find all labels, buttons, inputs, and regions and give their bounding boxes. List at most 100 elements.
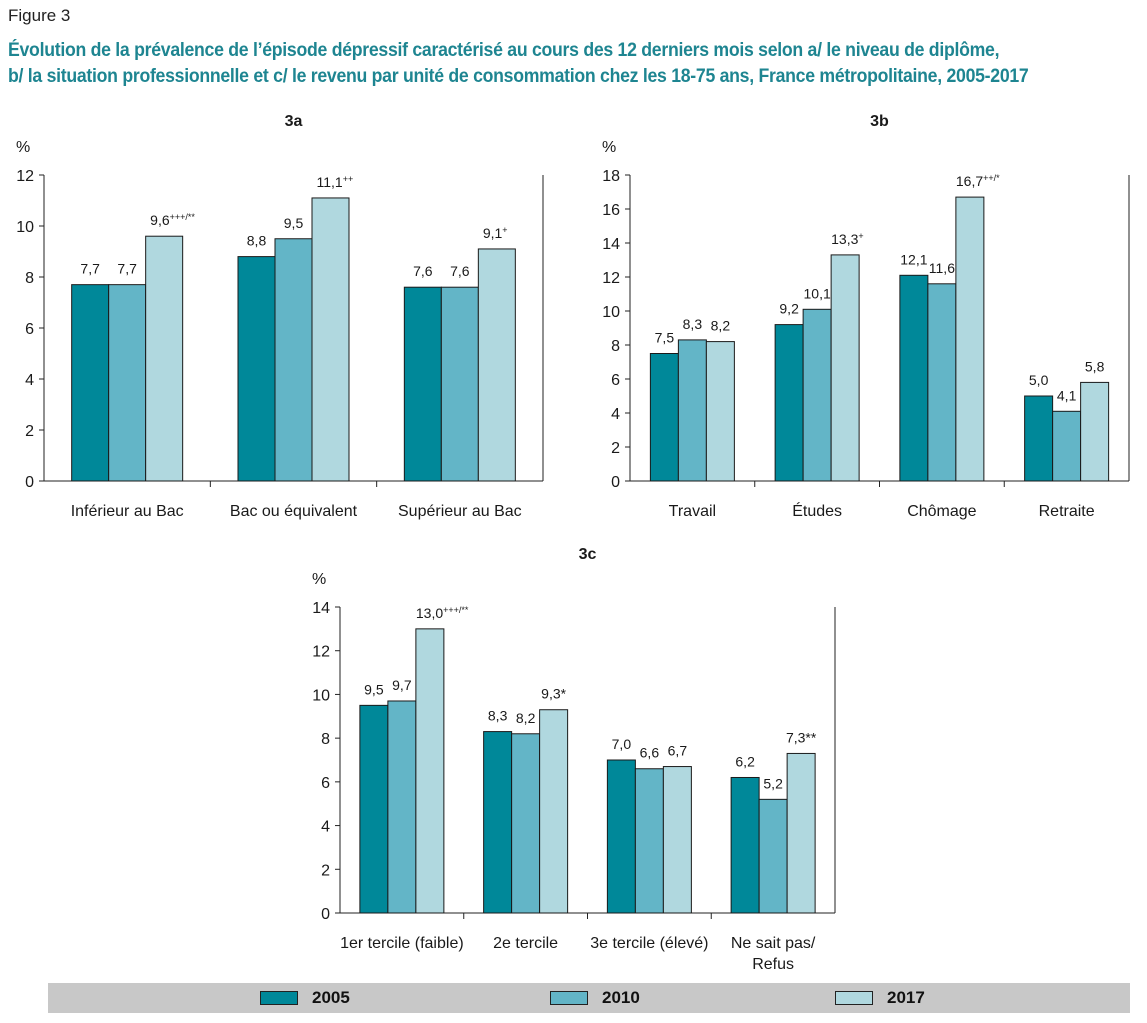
legend: 2005 2010 2017: [48, 983, 1130, 1013]
chart-3b-data-label: 9,2: [779, 301, 799, 317]
chart-3b-data-label-superscript: +: [858, 231, 863, 241]
chart-3a-bar-2010: [274, 238, 313, 482]
chart-3b-bar-2005: [899, 274, 929, 482]
chart-3a-ytick-label: 8: [25, 270, 34, 287]
chart-3b-ytick-label: 10: [602, 304, 620, 321]
chart-3b-data-label: 11,6: [929, 260, 955, 276]
figure-label: Figure 3: [8, 6, 71, 25]
chart-3b-data-label: 4,1: [1057, 387, 1077, 403]
legend-label-2010: 2010: [602, 988, 640, 1007]
chart-3b-bar-2017: [705, 341, 735, 482]
chart-3a-data-label: 8,8: [247, 233, 267, 249]
chart-3b-bar-2010: [802, 308, 832, 482]
chart-3c-bar-2010: [634, 768, 664, 914]
chart-3b-data-label: 16,7++/*: [956, 173, 1000, 189]
legend-swatch-2005: [260, 991, 298, 1005]
chart-3c-data-label: 9,5: [364, 681, 384, 697]
chart-3b-category-label: Chômage: [907, 503, 976, 520]
chart-3b-data-label: 8,3: [683, 316, 703, 332]
chart-3c-ytick-label: 10: [312, 687, 330, 704]
chart-3a-ytick-label: 4: [25, 372, 34, 389]
chart-3b-category-label: Retraite: [1039, 503, 1095, 520]
chart-3b-ytick-label: 4: [611, 406, 620, 423]
chart-3c-data-label: 6,6: [640, 745, 660, 761]
chart-3b-bar-2010: [677, 339, 707, 482]
chart-3b-bar-2005: [649, 353, 679, 482]
chart-3b-ytick-label: 0: [611, 474, 620, 491]
chart-3c-category-label: Ne sait pas/: [731, 935, 816, 952]
chart-3b-category-label: Travail: [669, 503, 716, 520]
chart-3b-bar-2010: [1052, 410, 1082, 482]
chart-3b-bar-2017: [830, 254, 860, 482]
chart-3c-data-label: 7,0: [612, 736, 632, 752]
legend-item-2010: 2010: [550, 983, 640, 1013]
chart-3a-bar-2017: [477, 248, 516, 482]
chart-3b-ytick-label: 2: [611, 440, 620, 457]
chart-3a-data-label: 9,6+++/**: [150, 212, 195, 228]
chart-3b-data-label: 5,8: [1085, 358, 1105, 374]
chart-3a-data-label: 7,7: [117, 261, 137, 277]
chart-3c-title: 3c: [579, 546, 597, 563]
chart-3c-ytick-label: 4: [321, 819, 330, 836]
chart-3c-bar-2017: [786, 752, 816, 914]
chart-3c-bar-2010: [511, 733, 541, 914]
chart-3c-bar-2005: [730, 776, 760, 914]
title-line-1: Évolution de la prévalence de l’épisode …: [8, 40, 1000, 61]
legend-swatch-2010: [550, 991, 588, 1005]
chart-3a-ytick-label: 10: [16, 219, 34, 236]
chart-3a-bar-2010: [108, 284, 147, 482]
chart-3a-data-label: 7,6: [450, 263, 470, 279]
chart-3c-ytick-label: 12: [312, 644, 330, 661]
chart-3b-data-label: 7,5: [655, 330, 675, 346]
legend-item-2005: 2005: [260, 983, 350, 1013]
chart-3a-data-label: 9,5: [284, 215, 304, 231]
chart-3b-data-label: 10,1: [804, 285, 831, 301]
chart-3c-data-label: 6,7: [668, 743, 688, 759]
chart-3a-category-label: Supérieur au Bac: [398, 503, 522, 520]
chart-3c-category-label: 3e tercile (élevé): [590, 935, 708, 952]
chart-3c-bar-2005: [483, 731, 513, 914]
chart-3c-bar-2017: [539, 709, 569, 914]
chart-3c-ytick-label: 2: [321, 862, 330, 879]
chart-3a-ylabel: %: [16, 139, 30, 156]
title-line-2: b/ la situation professionnelle et c/ le…: [8, 66, 1029, 87]
chart-3a-category-label: Inférieur au Bac: [71, 503, 184, 520]
chart-3c-data-label: 9,3*: [541, 686, 566, 702]
chart-3c-data-label: 9,7: [392, 677, 412, 693]
chart-3a-data-label: 7,6: [413, 263, 433, 279]
chart-3b-data-label: 5,0: [1029, 372, 1049, 388]
chart-3c-bar-2010: [758, 798, 788, 914]
chart-3c-bar-2017: [415, 628, 445, 914]
chart-3c-bar-2010: [387, 700, 417, 914]
chart-3c-ytick-label: 0: [321, 906, 330, 923]
chart-3a-bar-2017: [311, 197, 350, 482]
chart-3b-ytick-label: 8: [611, 338, 620, 355]
chart-3b-data-label: 12,1: [900, 251, 927, 267]
chart-3b-bar-2005: [1024, 395, 1054, 482]
chart-3b-title: 3b: [870, 113, 889, 130]
chart-3b-ylabel: %: [602, 139, 616, 156]
chart-3b-ytick-label: 18: [602, 168, 620, 185]
chart-3b-ytick-label: 16: [602, 202, 620, 219]
legend-item-2017: 2017: [835, 983, 925, 1013]
chart-3a-ytick-label: 6: [25, 321, 34, 338]
chart-3a-bar-2017: [145, 235, 184, 482]
chart-3b-data-label: 13,3+: [831, 231, 864, 247]
chart-3a-title: 3a: [285, 113, 303, 130]
chart-3c-category-label: Refus: [752, 956, 794, 973]
chart-3c-ylabel: %: [312, 571, 326, 588]
chart-3a-bar-2010: [440, 286, 479, 482]
chart-3c-data-label: 8,2: [516, 710, 536, 726]
chart-3a-ytick-label: 2: [25, 423, 34, 440]
legend-swatch-2017: [835, 991, 873, 1005]
chart-3b-ytick-label: 6: [611, 372, 620, 389]
chart-3a-data-label-superscript: ++: [343, 174, 354, 184]
chart-3a-data-label-superscript: +: [502, 225, 507, 235]
chart-3c-data-label: 6,2: [735, 753, 755, 769]
chart-3b-bar-2017: [1080, 381, 1110, 482]
chart-3c-data-label: 8,3: [488, 708, 508, 724]
chart-3a-data-label: 11,1++: [317, 174, 354, 190]
chart-3c-bar-2005: [359, 704, 389, 914]
chart-3a-data-label: 9,1+: [483, 225, 508, 241]
